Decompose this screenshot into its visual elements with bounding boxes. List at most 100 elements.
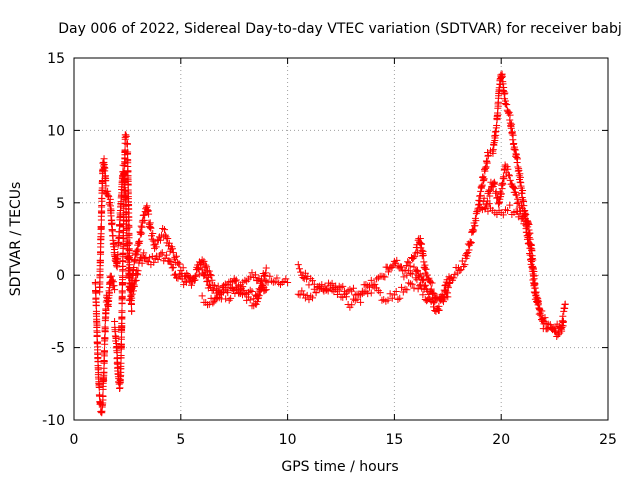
data-point — [430, 299, 438, 307]
data-point — [362, 280, 370, 288]
data-point — [440, 293, 448, 301]
data-point — [93, 328, 101, 336]
data-point — [378, 296, 386, 304]
data-point — [444, 289, 452, 297]
data-point — [504, 108, 512, 116]
data-point — [248, 269, 256, 277]
data-point — [509, 183, 517, 191]
data-point — [367, 276, 375, 284]
data-point — [357, 291, 365, 299]
data-point — [108, 277, 116, 285]
data-point — [505, 172, 513, 180]
y-tick-label: -10 — [42, 413, 65, 429]
data-point — [261, 286, 269, 294]
y-axis-label: SDTVAR / TECUs — [8, 182, 24, 297]
data-point — [145, 210, 153, 218]
data-point — [529, 256, 537, 264]
data-point — [516, 170, 524, 178]
data-point — [414, 248, 422, 256]
data-point — [486, 186, 494, 194]
data-point — [198, 292, 206, 300]
data-point — [540, 320, 548, 328]
data-point — [241, 276, 249, 284]
data-point — [96, 257, 104, 265]
data-point — [254, 295, 262, 303]
data-point — [413, 268, 421, 276]
data-point — [430, 290, 438, 298]
data-point — [401, 266, 409, 274]
data-point — [99, 392, 107, 400]
data-point — [107, 207, 115, 215]
data-point — [530, 272, 538, 280]
data-point — [418, 240, 426, 248]
data-point — [346, 285, 354, 293]
data-point — [182, 278, 190, 286]
data-point — [122, 132, 130, 140]
data-point — [401, 285, 409, 293]
data-point — [200, 257, 208, 265]
data-point — [429, 289, 437, 297]
data-point — [197, 260, 205, 268]
data-point — [493, 210, 501, 218]
data-point — [162, 233, 170, 241]
data-point — [471, 222, 479, 230]
data-point — [106, 199, 114, 207]
data-point — [157, 236, 165, 244]
y-tick-label: 15 — [47, 51, 65, 67]
data-point — [191, 273, 199, 281]
data-point — [492, 189, 500, 197]
data-point — [157, 250, 165, 258]
data-point — [95, 384, 103, 392]
data-point — [494, 111, 502, 119]
data-point — [392, 287, 400, 295]
data-point — [435, 302, 443, 310]
data-point — [282, 275, 290, 283]
data-point — [465, 246, 473, 254]
data-point — [122, 131, 130, 139]
data-point — [412, 249, 420, 257]
data-point — [273, 274, 281, 282]
data-point — [339, 282, 347, 290]
data-point — [417, 281, 425, 289]
data-point — [97, 408, 105, 416]
data-point — [330, 284, 338, 292]
data-point — [137, 222, 145, 230]
data-point — [499, 180, 507, 188]
data-point — [510, 184, 518, 192]
data-point — [396, 294, 404, 302]
data-point — [333, 285, 341, 293]
data-point — [206, 270, 214, 278]
data-point — [119, 161, 127, 169]
data-point — [246, 273, 254, 281]
data-point — [482, 163, 490, 171]
data-point — [111, 286, 119, 294]
data-point — [284, 278, 292, 286]
data-point — [534, 295, 542, 303]
data-point — [190, 274, 198, 282]
data-point — [200, 271, 208, 279]
data-point — [158, 249, 166, 257]
data-point — [205, 267, 213, 275]
data-point — [374, 274, 382, 282]
data-point — [94, 343, 102, 351]
data-point — [357, 298, 365, 306]
data-point — [423, 271, 431, 279]
data-point — [403, 286, 411, 294]
data-point — [444, 284, 452, 292]
data-point — [522, 211, 530, 219]
data-point — [404, 258, 412, 266]
data-point — [227, 294, 235, 302]
data-point — [537, 307, 545, 315]
data-point — [456, 267, 464, 275]
data-point — [134, 245, 142, 253]
chart-title: Day 006 of 2022, Sidereal Day-to-day VTE… — [58, 21, 621, 37]
data-point — [248, 287, 256, 295]
data-point — [419, 251, 427, 259]
data-point — [163, 251, 171, 259]
data-point — [194, 265, 202, 273]
data-point — [266, 272, 274, 280]
data-point — [414, 285, 422, 293]
data-point — [138, 229, 146, 237]
data-point — [321, 282, 329, 290]
data-point — [201, 268, 209, 276]
